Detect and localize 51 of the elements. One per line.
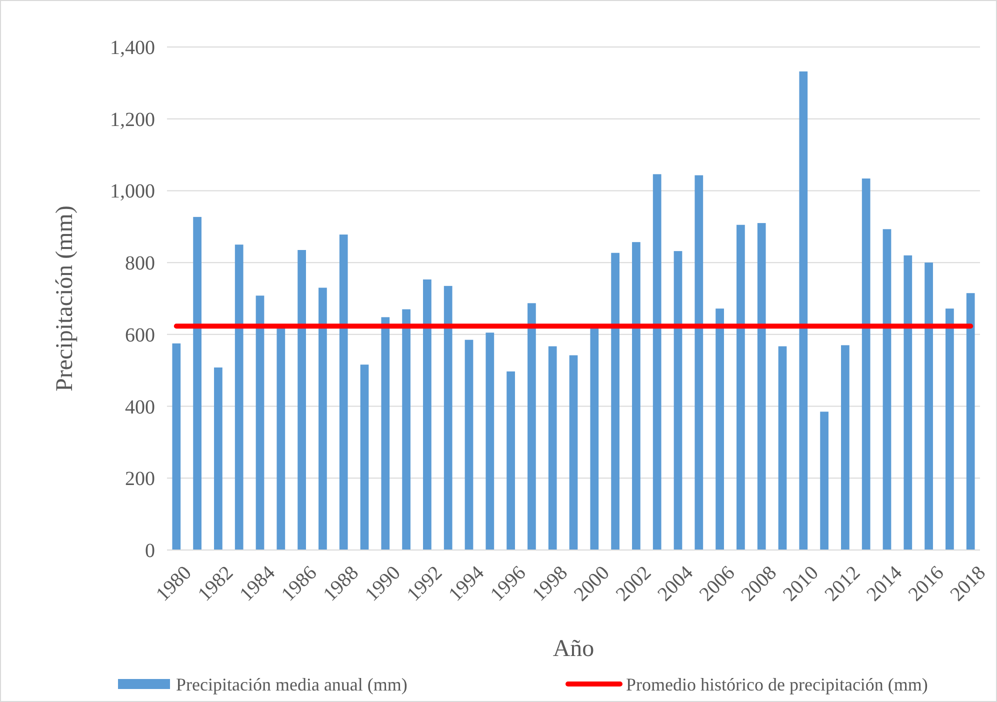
bar bbox=[799, 71, 808, 550]
y-tick-label: 600 bbox=[125, 324, 155, 346]
y-tick-label: 0 bbox=[145, 540, 155, 562]
bar bbox=[339, 234, 348, 550]
bar bbox=[946, 308, 954, 550]
y-tick-label: 1,200 bbox=[110, 108, 155, 131]
y-axis-title: Precipitación (mm) bbox=[52, 206, 78, 392]
bar bbox=[841, 345, 850, 550]
y-tick-label: 1,000 bbox=[110, 180, 155, 203]
x-axis-title: Año bbox=[552, 636, 594, 662]
y-tick-label: 400 bbox=[125, 396, 155, 418]
bar bbox=[778, 346, 787, 550]
bar bbox=[276, 328, 286, 550]
bar bbox=[757, 223, 766, 550]
bar bbox=[904, 255, 912, 550]
legend-label: Precipitación media anual (mm) bbox=[176, 674, 408, 694]
bar bbox=[569, 355, 578, 550]
bar bbox=[256, 296, 264, 550]
bar bbox=[318, 288, 327, 550]
bar bbox=[193, 216, 202, 550]
bar bbox=[464, 340, 474, 550]
bar bbox=[381, 317, 390, 550]
bar bbox=[360, 364, 369, 550]
bar bbox=[820, 412, 828, 550]
bar bbox=[632, 242, 640, 550]
bar bbox=[652, 174, 662, 550]
bar bbox=[548, 346, 557, 550]
bar bbox=[966, 293, 975, 550]
y-tick-label: 200 bbox=[125, 468, 155, 490]
bar bbox=[611, 252, 620, 550]
bar bbox=[234, 244, 244, 550]
bar bbox=[736, 224, 745, 550]
bar bbox=[444, 286, 452, 550]
bar bbox=[694, 175, 704, 550]
bar bbox=[298, 250, 306, 550]
bar bbox=[528, 303, 536, 550]
bar bbox=[423, 279, 432, 550]
bar bbox=[862, 178, 870, 550]
bar bbox=[882, 229, 892, 550]
bar bbox=[172, 343, 181, 550]
bar bbox=[590, 328, 599, 550]
legend-label: Promedio histórico de precipitación (mm) bbox=[626, 674, 928, 694]
bar bbox=[716, 308, 724, 550]
bar bbox=[924, 262, 933, 550]
bar bbox=[506, 371, 515, 550]
bar bbox=[402, 309, 410, 550]
bar bbox=[486, 332, 494, 550]
y-tick-label: 800 bbox=[125, 252, 155, 275]
y-tick-label: 1,400 bbox=[110, 37, 155, 59]
bar bbox=[674, 251, 682, 550]
bar bbox=[214, 367, 222, 550]
